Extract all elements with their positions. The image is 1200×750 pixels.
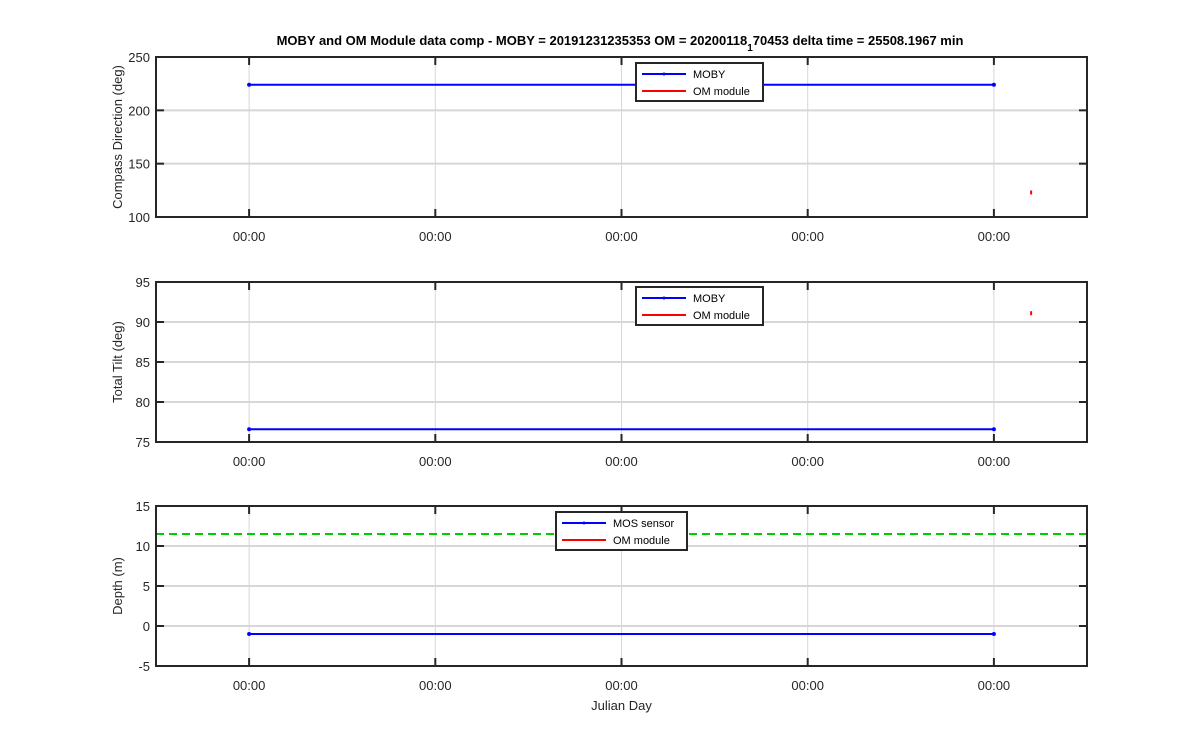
legend: MOBY OM module	[635, 62, 764, 102]
legend-label: OM module	[693, 86, 750, 98]
legend-label: OM module	[693, 310, 750, 322]
y-tick-label: 10	[136, 539, 150, 554]
legend-label: MOBY	[693, 69, 726, 81]
x-tick-label: 00:00	[605, 678, 638, 693]
axes-depth: -5 0 5 10 15 00:00 00:00 00:00 00:00 00:00 Depth (…	[110, 499, 1088, 713]
y-tick-label: 85	[136, 355, 150, 370]
x-tick-label: 00:00	[605, 229, 638, 244]
y-tick-label: 250	[128, 50, 150, 65]
x-tick-label: 00:00	[419, 454, 452, 469]
x-tick-label: 00:00	[978, 229, 1011, 244]
figure-title-tail: 70453 delta time = 25508.1967 min	[753, 33, 964, 48]
x-tick-label: 00:00	[419, 229, 452, 244]
legend-label: OM module	[613, 535, 670, 547]
legend-box	[555, 511, 688, 551]
y-tick-label: 150	[128, 157, 150, 172]
y-tick-label: 200	[128, 103, 150, 118]
legend-label: MOS sensor	[613, 518, 674, 530]
legend-box	[635, 286, 764, 326]
y-tick-label: 80	[136, 395, 150, 410]
x-tick-label: 00:00	[233, 454, 266, 469]
data-point	[247, 632, 252, 636]
x-tick-label: 00:00	[233, 229, 266, 244]
axes-compass: 100 150 200 250 00:00 00:00 00:00 00:00 00:00 Com…	[110, 50, 1088, 244]
figure-title: MOBY and OM Module data comp - MOBY = 20…	[277, 33, 964, 54]
legend-label: MOBY	[693, 293, 726, 305]
y-tick-label: 0	[143, 619, 150, 634]
x-tick-label: 00:00	[791, 454, 824, 469]
x-tick-label: 00:00	[791, 229, 824, 244]
y-axis-label: Total Tilt (deg)	[110, 321, 125, 403]
y-tick-label: 75	[136, 435, 150, 450]
legend-marker	[582, 521, 586, 525]
legend: MOBY OM module	[635, 286, 764, 326]
data-point	[1030, 190, 1033, 195]
x-tick-label: 00:00	[978, 454, 1011, 469]
figure-title-subscript: 1	[747, 43, 753, 54]
y-tick-label: 95	[136, 275, 150, 290]
x-axis-label: Julian Day	[591, 698, 652, 713]
axes-tilt: 75 80 85 90 95 00:00 00:00 00:00 00:00 00:00 Total…	[110, 275, 1088, 469]
data-point	[991, 427, 996, 432]
x-tick-label: 00:00	[419, 678, 452, 693]
y-tick-label: 5	[143, 579, 150, 594]
legend: MOS sensor OM module	[555, 511, 688, 551]
legend-box	[635, 62, 764, 102]
data-point	[991, 82, 996, 87]
data-point	[247, 427, 252, 432]
x-tick-label: 00:00	[605, 454, 638, 469]
y-tick-label: 15	[136, 499, 150, 514]
legend-marker	[662, 72, 666, 76]
data-point	[1030, 311, 1033, 316]
legend-marker	[662, 296, 666, 300]
data-point	[991, 632, 996, 636]
x-tick-label: 00:00	[978, 678, 1011, 693]
y-axis-label: Depth (m)	[110, 557, 125, 615]
figure-title-main: MOBY and OM Module data comp - MOBY = 20…	[277, 33, 748, 48]
y-tick-label: 100	[128, 210, 150, 225]
x-tick-label: 00:00	[233, 678, 266, 693]
y-axis-label: Compass Direction (deg)	[110, 65, 125, 209]
y-tick-label: -5	[138, 659, 150, 674]
y-tick-label: 90	[136, 315, 150, 330]
x-tick-label: 00:00	[791, 678, 824, 693]
data-point	[247, 82, 252, 87]
